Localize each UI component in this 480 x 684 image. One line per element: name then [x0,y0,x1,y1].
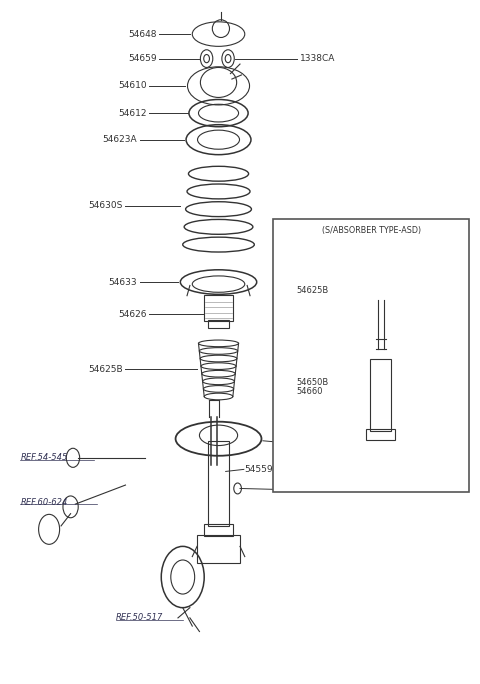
Text: 54626: 54626 [119,310,147,319]
Text: 54630S: 54630S [89,201,123,210]
Text: REF.54-545: REF.54-545 [21,453,68,462]
Text: REF.50-517: REF.50-517 [116,614,163,622]
Text: 1338CA: 1338CA [300,54,335,63]
Text: 54633: 54633 [109,278,137,287]
Text: 54660: 54660 [302,445,331,454]
Bar [370,359,391,430]
Text: 54650B: 54650B [296,378,329,387]
Bar [362,438,400,466]
Text: 54625B: 54625B [88,365,123,373]
Bar [208,440,229,526]
Text: 54612: 54612 [119,109,147,118]
Text: 54659: 54659 [128,54,156,63]
Text: 54660: 54660 [296,386,323,395]
Text: REF.60-624: REF.60-624 [21,497,68,507]
Text: (S/ABSORBER TYPE-ASD): (S/ABSORBER TYPE-ASD) [322,226,421,235]
Bar [366,428,395,440]
Bar [197,535,240,564]
FancyBboxPatch shape [274,220,469,492]
Text: 54559: 54559 [245,465,274,474]
Text: 54623A: 54623A [103,135,137,144]
Bar [208,319,229,328]
Text: 54645: 54645 [293,486,322,495]
Text: 54610: 54610 [118,81,147,90]
Text: 54648: 54648 [128,29,156,38]
Text: 54650B: 54650B [302,436,337,445]
Text: 54625B: 54625B [296,287,329,295]
Bar [204,295,233,321]
Bar [204,524,233,536]
